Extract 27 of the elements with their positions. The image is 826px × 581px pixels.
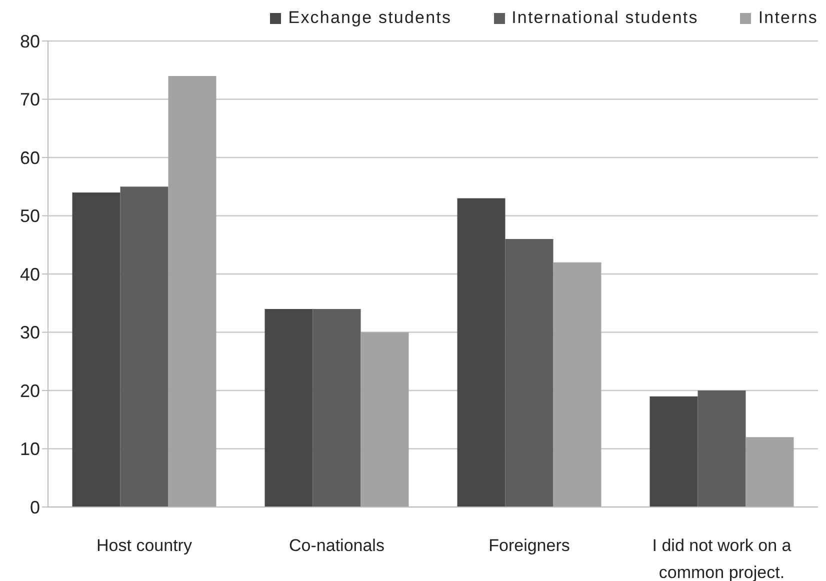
y-tick-label: 40	[20, 264, 40, 284]
y-tick-label: 30	[20, 322, 40, 343]
x-tick-label: Foreigners	[488, 536, 570, 556]
legend-label: Exchange students	[288, 8, 452, 28]
y-tick-label: 10	[20, 439, 40, 460]
y-tick-label: 60	[20, 148, 40, 168]
bar	[698, 390, 746, 507]
bar	[505, 239, 554, 507]
bar	[360, 332, 409, 507]
legend-label: Interns	[758, 8, 818, 28]
bar	[312, 308, 361, 507]
bar	[553, 262, 602, 507]
x-tick-label: Host country	[96, 536, 192, 556]
legend-label: International students	[512, 8, 698, 28]
bar	[120, 186, 168, 507]
x-tick-label: Co-nationals	[289, 536, 384, 556]
y-tick-label: 70	[20, 90, 40, 110]
bar	[264, 308, 313, 507]
bar	[650, 396, 698, 507]
y-tick-label: 50	[20, 206, 40, 226]
y-tick-label: 80	[20, 31, 40, 52]
y-tick-label: 20	[20, 380, 40, 401]
bar	[457, 198, 506, 507]
bar	[168, 76, 216, 507]
bar	[72, 192, 120, 507]
y-tick-label: 0	[30, 497, 40, 518]
bar	[746, 437, 794, 507]
